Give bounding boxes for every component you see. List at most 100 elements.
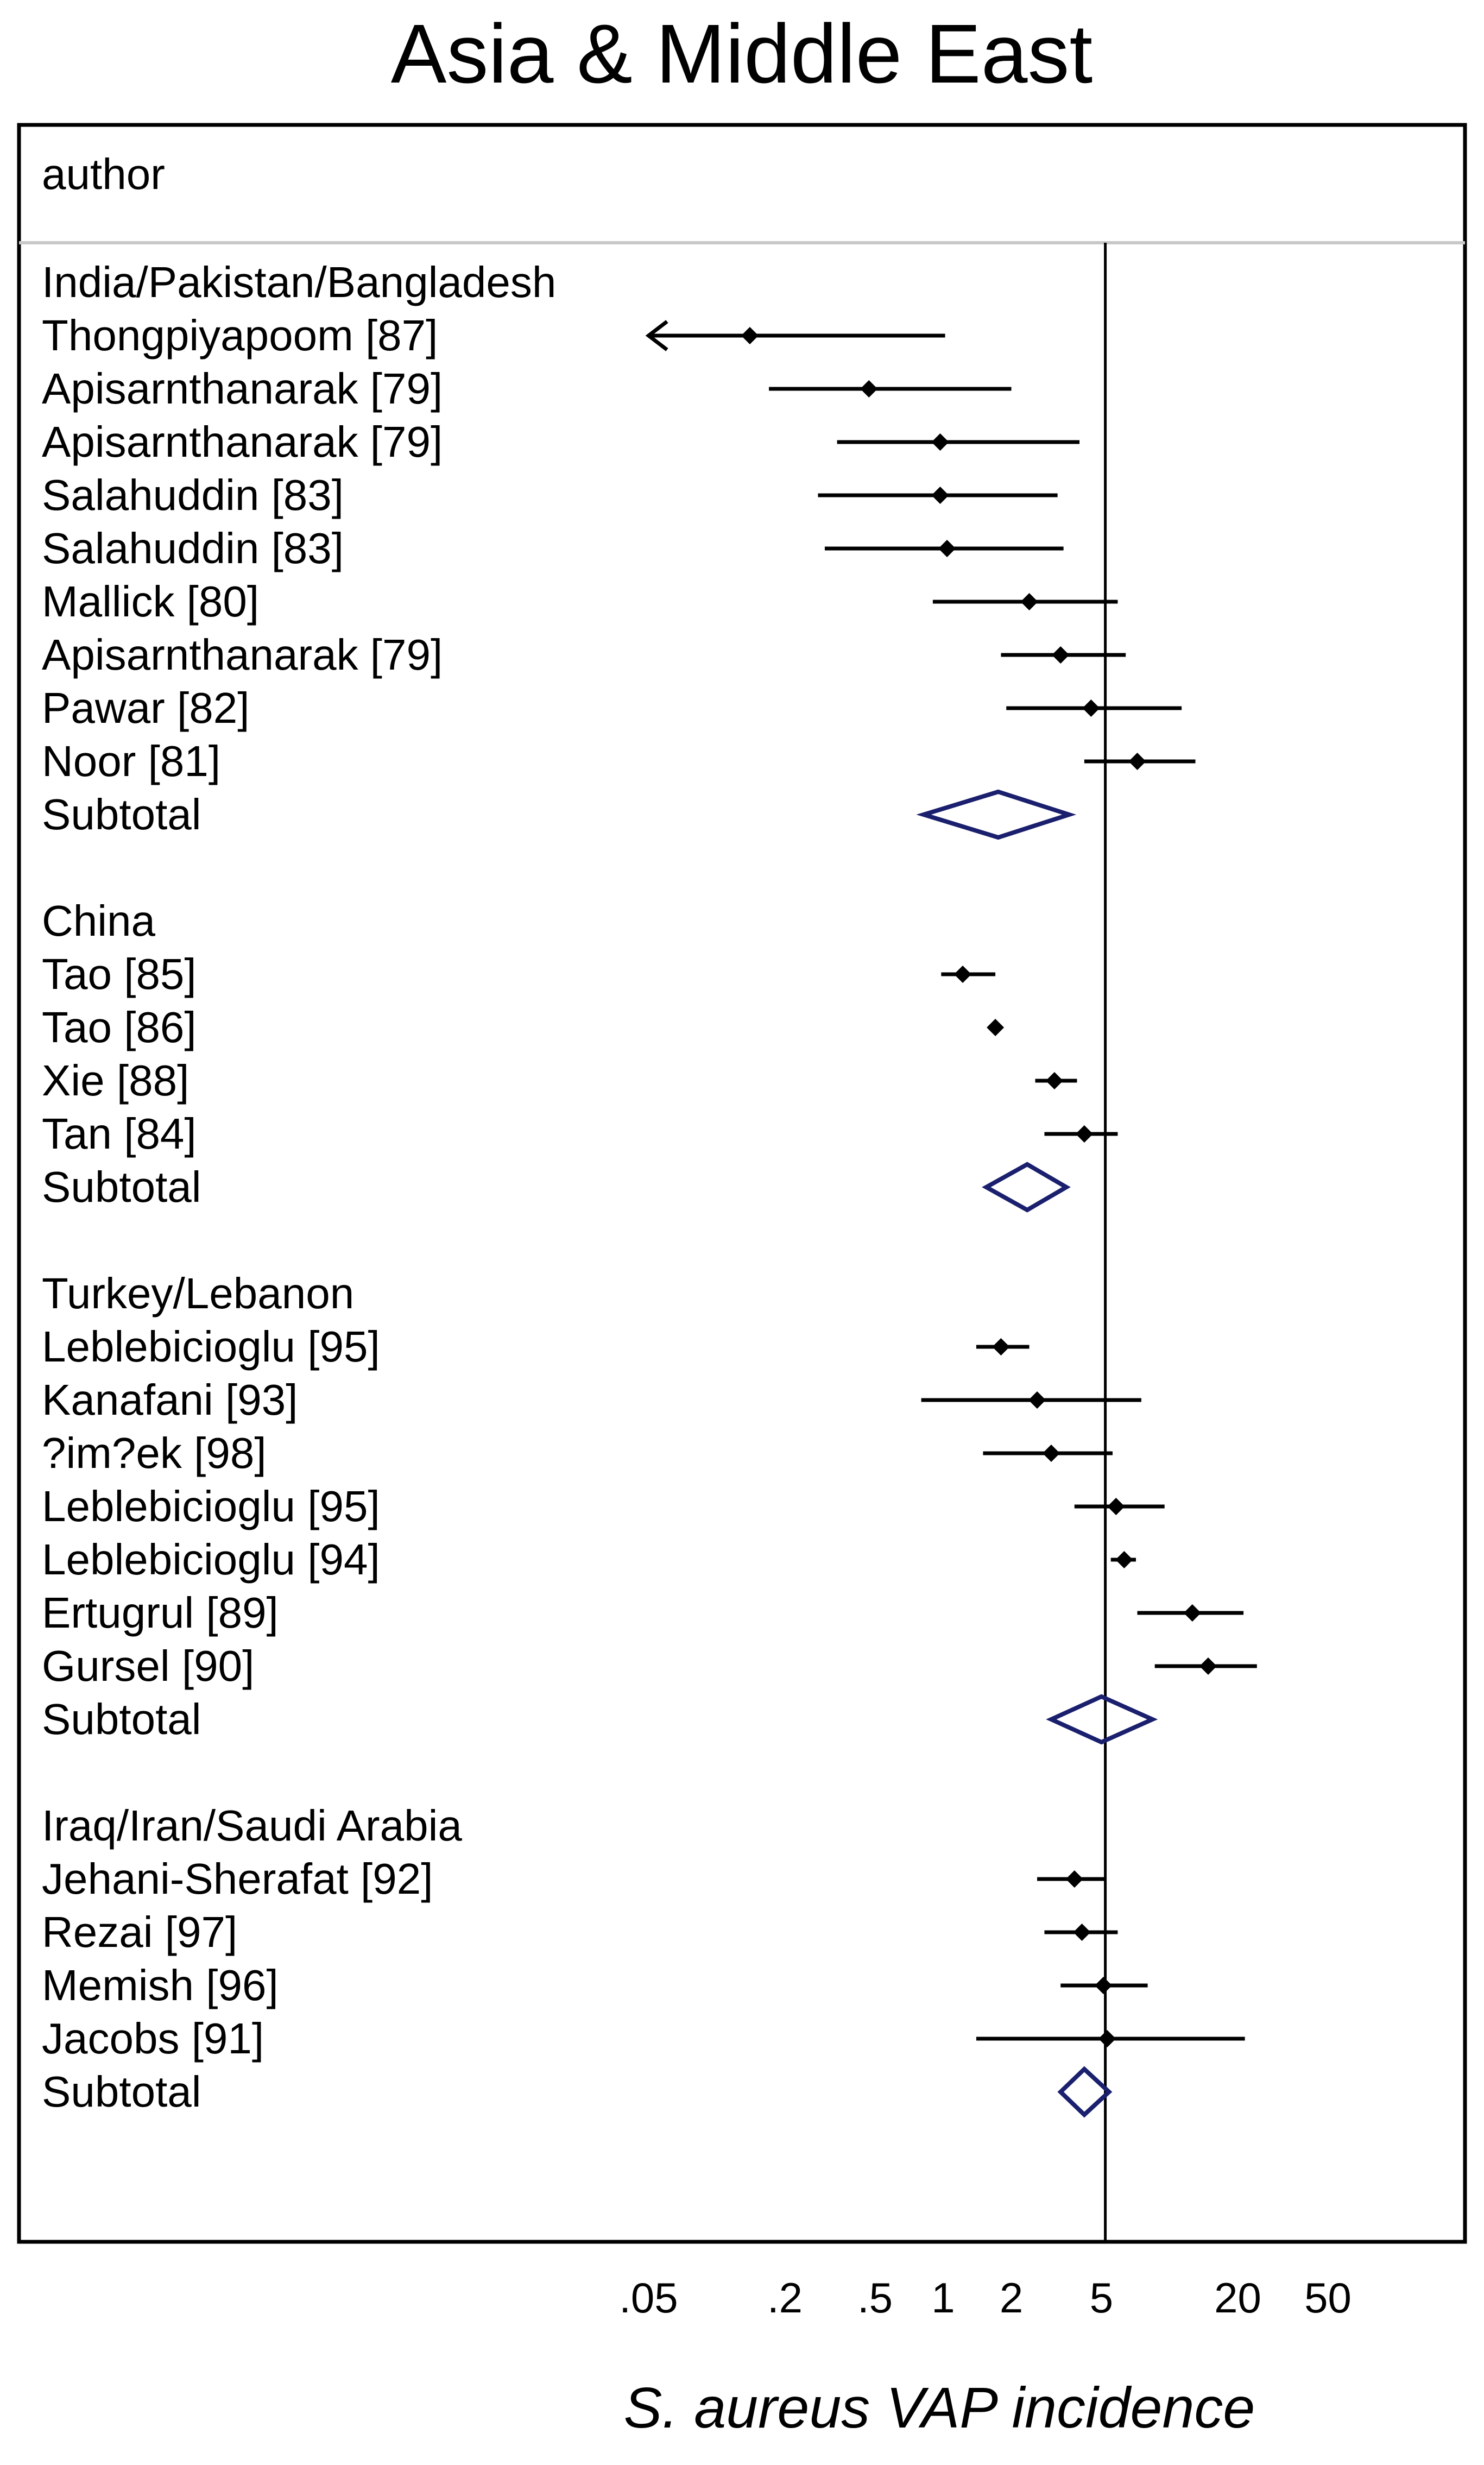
point-estimate xyxy=(1028,1391,1046,1409)
study-row: Salahuddin [83] xyxy=(42,524,1064,572)
study-label: Gursel [90] xyxy=(42,1642,254,1690)
subtotal-diamond xyxy=(982,1162,1071,1213)
x-tick-label: 20 xyxy=(1214,2274,1261,2322)
group-label: China xyxy=(42,897,156,945)
ci-truncation-arrow xyxy=(645,320,668,351)
point-estimate xyxy=(1020,593,1038,610)
study-label: Apisarnthanarak [79] xyxy=(42,364,443,413)
study-row: Apisarnthanarak [79] xyxy=(42,631,1126,679)
subtotal-row: Subtotal xyxy=(42,2066,1113,2118)
study-label: Noor [81] xyxy=(42,737,220,785)
study-row: Ertugrul [89] xyxy=(42,1588,1244,1637)
point-estimate xyxy=(1042,1445,1060,1462)
study-row: Jehani-Sherafat [92] xyxy=(42,1855,1106,1903)
point-estimate xyxy=(1082,699,1100,717)
point-estimate xyxy=(1052,646,1070,664)
study-row: Thongpiyapoom [87] xyxy=(42,311,945,360)
study-row: Leblebicioglu [95] xyxy=(42,1482,1165,1530)
subtotal-label: Subtotal xyxy=(42,790,201,839)
study-row: Leblebicioglu [95] xyxy=(42,1322,1030,1371)
point-estimate xyxy=(1073,1924,1091,1941)
point-estimate xyxy=(1045,1072,1063,1089)
study-label: Mallick [80] xyxy=(42,577,259,626)
study-row: ?im?ek [98] xyxy=(42,1429,1113,1477)
study-row: Gursel [90] xyxy=(42,1642,1257,1690)
study-label: Pawar [82] xyxy=(42,684,249,732)
point-estimate xyxy=(987,1019,1005,1036)
study-row: Memish [96] xyxy=(42,1961,1148,2009)
point-estimate xyxy=(1095,1977,1113,1994)
study-row: Tan [84] xyxy=(42,1109,1118,1158)
subtotal-row: Subtotal xyxy=(42,1694,1158,1745)
study-label: Jacobs [91] xyxy=(42,2014,264,2063)
study-row: Noor [81] xyxy=(42,737,1196,785)
study-row: Xie [88] xyxy=(42,1056,1077,1105)
study-row: Jacobs [91] xyxy=(42,2014,1245,2063)
study-label: Apisarnthanarak [79] xyxy=(42,418,443,466)
point-estimate xyxy=(954,966,972,983)
study-label: Xie [88] xyxy=(42,1056,189,1105)
point-estimate xyxy=(860,380,878,398)
x-tick-label: .2 xyxy=(767,2274,803,2322)
study-row: Salahuddin [83] xyxy=(42,471,1058,519)
study-label: Leblebicioglu [95] xyxy=(42,1482,380,1530)
study-row: Tao [85] xyxy=(42,950,996,998)
study-row: Tao [86] xyxy=(42,1003,1005,1051)
study-label: Thongpiyapoom [87] xyxy=(42,311,438,360)
study-label: Tan [84] xyxy=(42,1109,197,1158)
rows-layer: India/Pakistan/Bangladesh Thongpiyapoom [… xyxy=(42,258,1257,2118)
x-tick-label: 5 xyxy=(1090,2274,1113,2322)
point-estimate xyxy=(931,433,949,451)
subtotal-label: Subtotal xyxy=(42,2067,201,2116)
point-estimate xyxy=(1115,1551,1133,1568)
group-label: Iraq/Iran/Saudi Arabia xyxy=(42,1801,462,1850)
study-label: Rezai [97] xyxy=(42,1908,237,1956)
x-axis-ticks: .05 .2 .5 1 2 5 20 50 xyxy=(619,2274,1352,2322)
study-label: Leblebicioglu [95] xyxy=(42,1322,380,1371)
subtotal-diamond xyxy=(916,789,1077,840)
subtotal-diamond xyxy=(1057,2066,1113,2118)
study-label: Tao [86] xyxy=(42,1003,197,1051)
subtotal-row: Subtotal xyxy=(42,789,1077,840)
plot-frame xyxy=(17,123,1467,2244)
x-axis-label: S. aureus VAP incidence xyxy=(624,2376,1255,2440)
study-label: ?im?ek [98] xyxy=(42,1429,267,1477)
point-estimate xyxy=(1075,1125,1093,1143)
point-estimate xyxy=(992,1338,1010,1356)
study-label: Leblebicioglu [94] xyxy=(42,1535,380,1584)
column-header-author: author xyxy=(42,150,165,198)
point-estimate xyxy=(741,327,759,344)
study-label: Apisarnthanarak [79] xyxy=(42,631,443,679)
subtotal-row: Subtotal xyxy=(42,1162,1071,1213)
x-tick-label: 50 xyxy=(1304,2274,1352,2322)
study-row: Apisarnthanarak [79] xyxy=(42,364,1012,413)
study-label: Salahuddin [83] xyxy=(42,524,344,572)
x-tick-label: 1 xyxy=(931,2274,955,2322)
point-estimate xyxy=(938,540,956,557)
study-label: Tao [85] xyxy=(42,950,197,998)
study-label: Memish [96] xyxy=(42,1961,279,2009)
x-tick-label: .05 xyxy=(619,2274,678,2322)
study-row: Mallick [80] xyxy=(42,577,1118,626)
study-row: Apisarnthanarak [79] xyxy=(42,418,1080,466)
group-label: Turkey/Lebanon xyxy=(42,1269,354,1317)
study-row: Kanafani [93] xyxy=(42,1376,1141,1424)
point-estimate xyxy=(1065,1870,1083,1888)
study-row: Pawar [82] xyxy=(42,684,1182,732)
point-estimate xyxy=(1107,1498,1125,1515)
point-estimate xyxy=(931,487,949,504)
point-estimate xyxy=(1098,2030,1116,2047)
x-tick-label: 2 xyxy=(1000,2274,1023,2322)
study-row: Leblebicioglu [94] xyxy=(42,1535,1136,1584)
group-label: India/Pakistan/Bangladesh xyxy=(42,258,556,306)
point-estimate xyxy=(1128,753,1146,770)
study-label: Jehani-Sherafat [92] xyxy=(42,1855,433,1903)
subtotal-diamond xyxy=(1046,1694,1158,1745)
subtotal-label: Subtotal xyxy=(42,1695,201,1743)
study-label: Kanafani [93] xyxy=(42,1376,298,1424)
chart-title: Asia & Middle East xyxy=(391,7,1093,100)
study-label: Salahuddin [83] xyxy=(42,471,344,519)
subtotal-label: Subtotal xyxy=(42,1163,201,1211)
x-tick-label: .5 xyxy=(857,2274,893,2322)
